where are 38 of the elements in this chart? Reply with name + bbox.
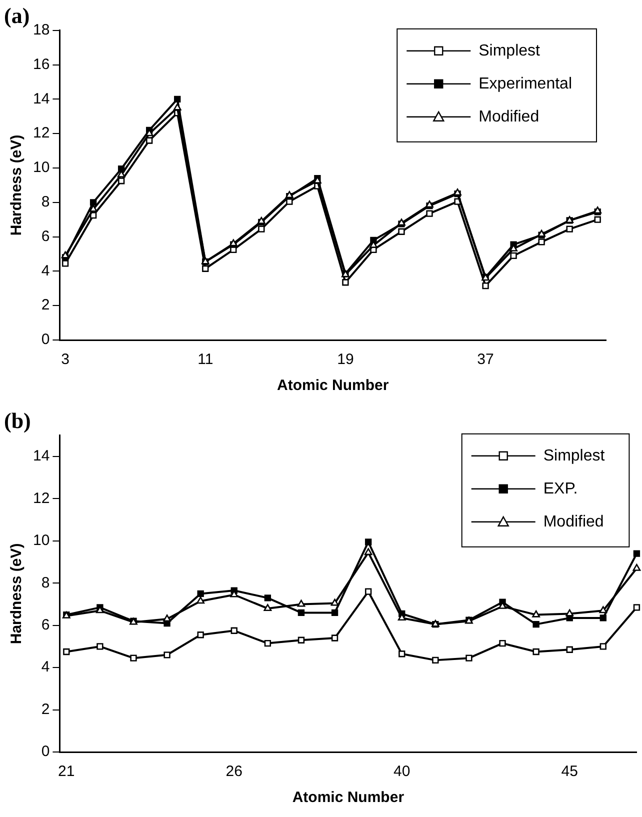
x-tick-label: 3 bbox=[61, 351, 70, 368]
x-axis-title: Atomic Number bbox=[277, 377, 389, 394]
y-tick-label: 10 bbox=[32, 532, 50, 550]
y-tick-label: 0 bbox=[41, 331, 50, 348]
y-tick-label: 2 bbox=[41, 700, 50, 718]
x-axis-title: Atomic Number bbox=[292, 789, 404, 806]
legend-label: Simplest bbox=[478, 42, 541, 60]
x-tick-label: 45 bbox=[561, 763, 578, 780]
y-tick-label: 2 bbox=[41, 296, 50, 314]
y-tick-label: 4 bbox=[41, 262, 50, 280]
y-tick-label: 12 bbox=[32, 124, 50, 142]
chart-title: (b) bbox=[4, 408, 31, 433]
y-tick-label: 14 bbox=[32, 90, 50, 108]
y-tick-label: 8 bbox=[41, 194, 50, 211]
legend-label: EXP. bbox=[543, 480, 578, 498]
legend-label: Experimental bbox=[478, 75, 572, 92]
x-tick-label: 40 bbox=[394, 763, 410, 780]
chart-title: (a) bbox=[4, 2, 30, 28]
y-tick-label: 14 bbox=[32, 448, 50, 465]
y-tick-label: 18 bbox=[32, 22, 50, 39]
x-tick-label: 26 bbox=[226, 763, 242, 780]
y-tick-label: 10 bbox=[32, 159, 50, 176]
y-tick-label: 6 bbox=[41, 228, 50, 245]
legend-label: Modified bbox=[478, 108, 540, 126]
x-tick-label: 11 bbox=[198, 351, 214, 368]
y-tick-label: 6 bbox=[41, 616, 50, 634]
x-tick-label: 37 bbox=[477, 351, 494, 368]
y-tick-label: 16 bbox=[32, 56, 50, 73]
y-axis-title: Hardness (eV) bbox=[8, 543, 26, 644]
legend-label: Modified bbox=[543, 513, 604, 530]
y-tick-label: 4 bbox=[41, 658, 50, 676]
y-tick-label: 0 bbox=[41, 743, 50, 760]
y-tick-label: 8 bbox=[41, 574, 50, 592]
y-tick-label: 12 bbox=[32, 490, 50, 507]
x-tick-label: 21 bbox=[58, 763, 75, 780]
x-tick-label: 19 bbox=[337, 351, 354, 368]
legend-label: Simplest bbox=[543, 447, 606, 464]
y-axis-title: Hardness (eV) bbox=[8, 134, 26, 236]
